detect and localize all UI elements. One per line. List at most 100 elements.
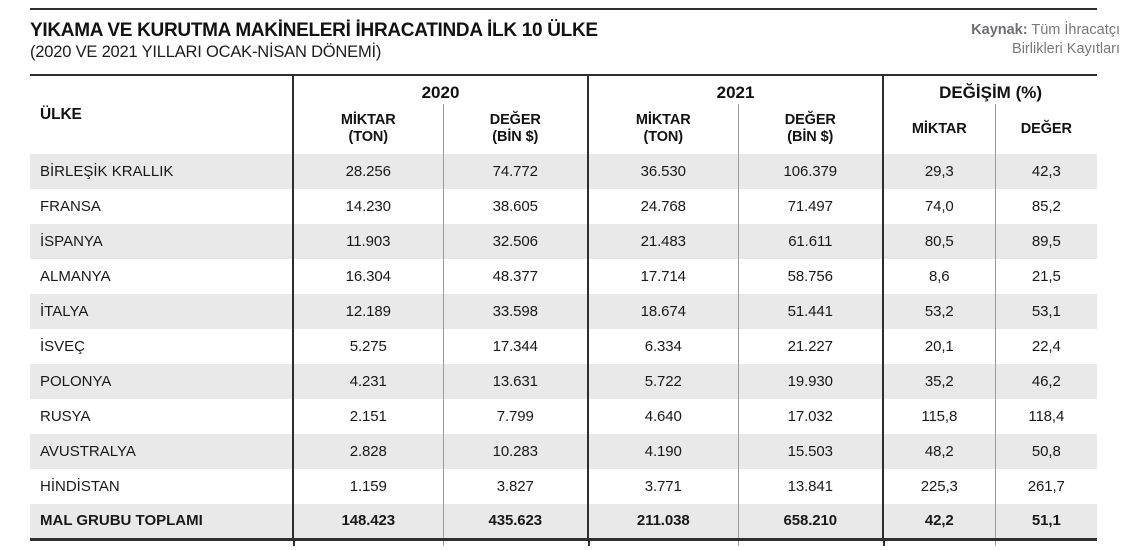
column-tick xyxy=(883,540,885,546)
table-body: BİRLEŞİK KRALLIK 28.256 74.772 36.530 106.37… xyxy=(30,154,1098,539)
table-row: BİRLEŞİK KRALLIK 28.256 74.772 36.530 106.37… xyxy=(30,154,1098,189)
value-cell: 32.506 xyxy=(442,224,589,259)
value-cell: 19.930 xyxy=(737,364,884,399)
value-cell: 42,3 xyxy=(994,154,1098,189)
country-cell: MAL GRUBU TOPLAMI xyxy=(40,512,203,530)
value-cell: 225,3 xyxy=(882,469,996,504)
column-tick xyxy=(588,540,590,546)
value-cell: 2.828 xyxy=(292,434,443,469)
value-cell: 80,5 xyxy=(882,224,996,259)
top-rule xyxy=(30,8,1097,10)
value-cell: 17.032 xyxy=(737,399,884,434)
value-cell: 12.189 xyxy=(292,294,443,329)
export-table: ÜLKE 2020 2021 DEĞİŞİM (%) MİKTAR (TON) … xyxy=(30,74,1098,541)
column-header-change-miktar: MİKTAR xyxy=(882,104,996,154)
table-wrap: ÜLKE 2020 2021 DEĞİŞİM (%) MİKTAR (TON) … xyxy=(30,74,1098,546)
subheader-line: DEĞER xyxy=(1020,120,1072,137)
value-cell: 89,5 xyxy=(994,224,1098,259)
value-cell: 71.497 xyxy=(737,189,884,224)
value-cell: 61.611 xyxy=(737,224,884,259)
value-cell: 5.275 xyxy=(292,329,443,364)
value-cell: 85,2 xyxy=(994,189,1098,224)
page-title: YIKAMA VE KURUTMA MAKİNELERİ İHRACATINDA… xyxy=(30,20,598,41)
table-row: ALMANYA 16.304 48.377 17.714 58.756 8,6 21,5 xyxy=(30,259,1098,294)
table-row: RUSYA 2.151 7.799 4.640 17.032 115,8 118,4 xyxy=(30,399,1098,434)
value-cell: 8,6 xyxy=(882,259,996,294)
table-row: İTALYA 12.189 33.598 18.674 51.441 53,2 53,1 xyxy=(30,294,1098,329)
value-cell: 48.377 xyxy=(442,259,589,294)
table-row: FRANSA 14.230 38.605 24.768 71.497 74,0 85,2 xyxy=(30,189,1098,224)
value-cell: 53,1 xyxy=(994,294,1098,329)
subheader-line: (TON) xyxy=(348,129,388,145)
subheader-line: (BİN $) xyxy=(492,129,539,145)
table-row: İSPANYA 11.903 32.506 21.483 61.611 80,5 89,5 xyxy=(30,224,1098,259)
value-cell: 14.230 xyxy=(292,189,443,224)
subheader-line: MİKTAR xyxy=(635,112,691,128)
sub-header-row: MİKTAR (TON) DEĞER (BİN $) MİKTAR (TON) … xyxy=(30,104,1098,154)
country-cell: İSPANYA xyxy=(40,233,103,250)
value-cell: 2.151 xyxy=(292,399,443,434)
source-note: Kaynak: Tüm İhracatçı Birlikleri Kayıtla… xyxy=(971,19,1120,59)
table-row: AVUSTRALYA 2.828 10.283 4.190 15.503 48,2 50,8 xyxy=(30,434,1098,469)
country-cell: AVUSTRALYA xyxy=(40,443,136,460)
source-text-1: Tüm İhracatçı xyxy=(1031,22,1120,38)
value-cell: 74.772 xyxy=(442,154,589,189)
column-header-2021-deger: DEĞER (BİN $) xyxy=(737,104,884,154)
value-cell: 21.227 xyxy=(737,329,884,364)
table-row: HİNDİSTAN 1.159 3.827 3.771 13.841 225,3 261,7 xyxy=(30,469,1098,504)
country-cell: FRANSA xyxy=(40,198,101,215)
value-cell: 53,2 xyxy=(882,294,996,329)
country-cell: HİNDİSTAN xyxy=(40,478,120,495)
table-header: ÜLKE 2020 2021 DEĞİŞİM (%) MİKTAR (TON) … xyxy=(30,75,1098,154)
value-cell: 11.903 xyxy=(292,224,443,259)
column-group-change: DEĞİŞİM (%) xyxy=(882,75,1098,104)
value-cell: 24.768 xyxy=(587,189,739,224)
page-subtitle: (2020 VE 2021 YILLARI OCAK-NİSAN DÖNEMİ) xyxy=(30,43,382,61)
subheader-line: MİKTAR xyxy=(340,112,396,128)
subheader-line: DEĞER xyxy=(784,112,836,128)
country-cell: POLONYA xyxy=(40,373,112,390)
value-cell: 17.714 xyxy=(587,259,739,294)
value-cell: 16.304 xyxy=(292,259,443,294)
country-cell: İSVEÇ xyxy=(40,338,86,355)
source-label: Kaynak: xyxy=(971,22,1028,38)
value-cell: 4.190 xyxy=(587,434,739,469)
table-row: İSVEÇ 5.275 17.344 6.334 21.227 20,1 22,4 xyxy=(30,329,1098,364)
value-cell: 118,4 xyxy=(994,399,1098,434)
country-cell: BİRLEŞİK KRALLIK xyxy=(40,163,174,180)
value-cell: 435.623 xyxy=(442,504,589,539)
value-cell: 21,5 xyxy=(994,259,1098,294)
source-line-2: Birlikleri Kayıtları xyxy=(1012,41,1120,57)
column-group-2021: 2021 xyxy=(587,75,884,104)
value-cell: 6.334 xyxy=(587,329,739,364)
value-cell: 36.530 xyxy=(587,154,739,189)
value-cell: 48,2 xyxy=(882,434,996,469)
table-row: POLONYA 4.231 13.631 5.722 19.930 35,2 46,2 xyxy=(30,364,1098,399)
title-block: YIKAMA VE KURUTMA MAKİNELERİ İHRACATINDA… xyxy=(30,19,598,63)
value-cell: 38.605 xyxy=(442,189,589,224)
value-cell: 7.799 xyxy=(442,399,589,434)
value-cell: 148.423 xyxy=(292,504,443,539)
column-group-2020: 2020 xyxy=(291,75,589,104)
value-cell: 22,4 xyxy=(994,329,1098,364)
group-header-row: ÜLKE 2020 2021 DEĞİŞİM (%) xyxy=(30,75,1098,123)
value-cell: 13.841 xyxy=(737,469,884,504)
total-row: MAL GRUBU TOPLAMI 148.423 435.623 211.038 65… xyxy=(30,504,1098,539)
column-header-country: ÜLKE xyxy=(40,106,82,123)
value-cell: 29,3 xyxy=(882,154,996,189)
subheader-line: (TON) xyxy=(643,129,684,145)
value-cell: 4.231 xyxy=(292,364,443,399)
value-cell: 21.483 xyxy=(587,224,739,259)
value-cell: 17.344 xyxy=(442,329,589,364)
value-cell: 51,1 xyxy=(994,504,1098,539)
value-cell: 50,8 xyxy=(994,434,1098,469)
value-cell: 5.722 xyxy=(587,364,739,399)
value-cell: 4.640 xyxy=(587,399,739,434)
subheader-line: (BİN $) xyxy=(787,129,834,145)
value-cell: 3.771 xyxy=(587,469,739,504)
column-tick xyxy=(293,540,295,546)
value-cell: 42,2 xyxy=(882,504,996,539)
subheader-line: DEĞER xyxy=(489,112,541,128)
value-cell: 106.379 xyxy=(737,154,884,189)
